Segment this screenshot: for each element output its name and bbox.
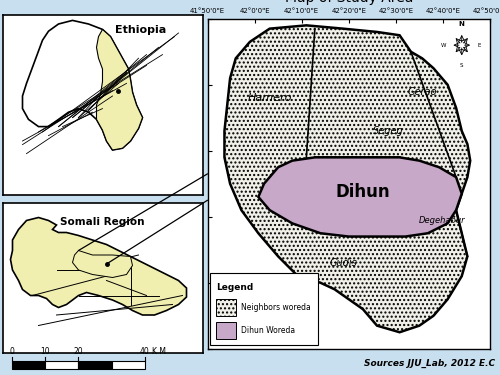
- Text: Degehabur: Degehabur: [418, 216, 466, 225]
- Text: 20: 20: [74, 347, 83, 356]
- Bar: [112, 361, 145, 369]
- Polygon shape: [224, 26, 470, 332]
- Text: Hamero: Hamero: [248, 93, 292, 103]
- Text: Gudis: Gudis: [329, 258, 357, 268]
- Polygon shape: [22, 20, 142, 150]
- Polygon shape: [258, 158, 462, 237]
- Text: E: E: [478, 43, 480, 48]
- Text: S: S: [460, 63, 464, 68]
- Text: 40: 40: [140, 347, 150, 356]
- FancyBboxPatch shape: [216, 299, 236, 316]
- Text: Gerao: Gerao: [408, 87, 437, 97]
- Polygon shape: [72, 251, 132, 278]
- Polygon shape: [10, 217, 186, 315]
- FancyBboxPatch shape: [210, 273, 318, 345]
- Bar: [12, 361, 45, 369]
- Text: Segeg: Segeg: [373, 126, 404, 136]
- Text: W: W: [440, 43, 446, 48]
- Text: Sources JJU_Lab, 2012 E.C: Sources JJU_Lab, 2012 E.C: [364, 358, 495, 368]
- Text: Dihun: Dihun: [336, 183, 390, 201]
- Text: N: N: [459, 21, 464, 27]
- Bar: [78, 361, 112, 369]
- Text: 10: 10: [40, 347, 50, 356]
- Text: K M: K M: [152, 347, 166, 356]
- Text: 0: 0: [9, 347, 14, 356]
- Title: Map of Study Area: Map of Study Area: [284, 0, 413, 5]
- FancyBboxPatch shape: [216, 322, 236, 339]
- Text: Legend: Legend: [216, 283, 253, 292]
- Text: Ethiopia: Ethiopia: [115, 25, 166, 35]
- Bar: [45, 361, 78, 369]
- Text: Somali Region: Somali Region: [60, 217, 145, 227]
- Text: Dihun Woreda: Dihun Woreda: [242, 326, 296, 335]
- Text: Neighbors woreda: Neighbors woreda: [242, 303, 311, 312]
- Polygon shape: [96, 29, 142, 150]
